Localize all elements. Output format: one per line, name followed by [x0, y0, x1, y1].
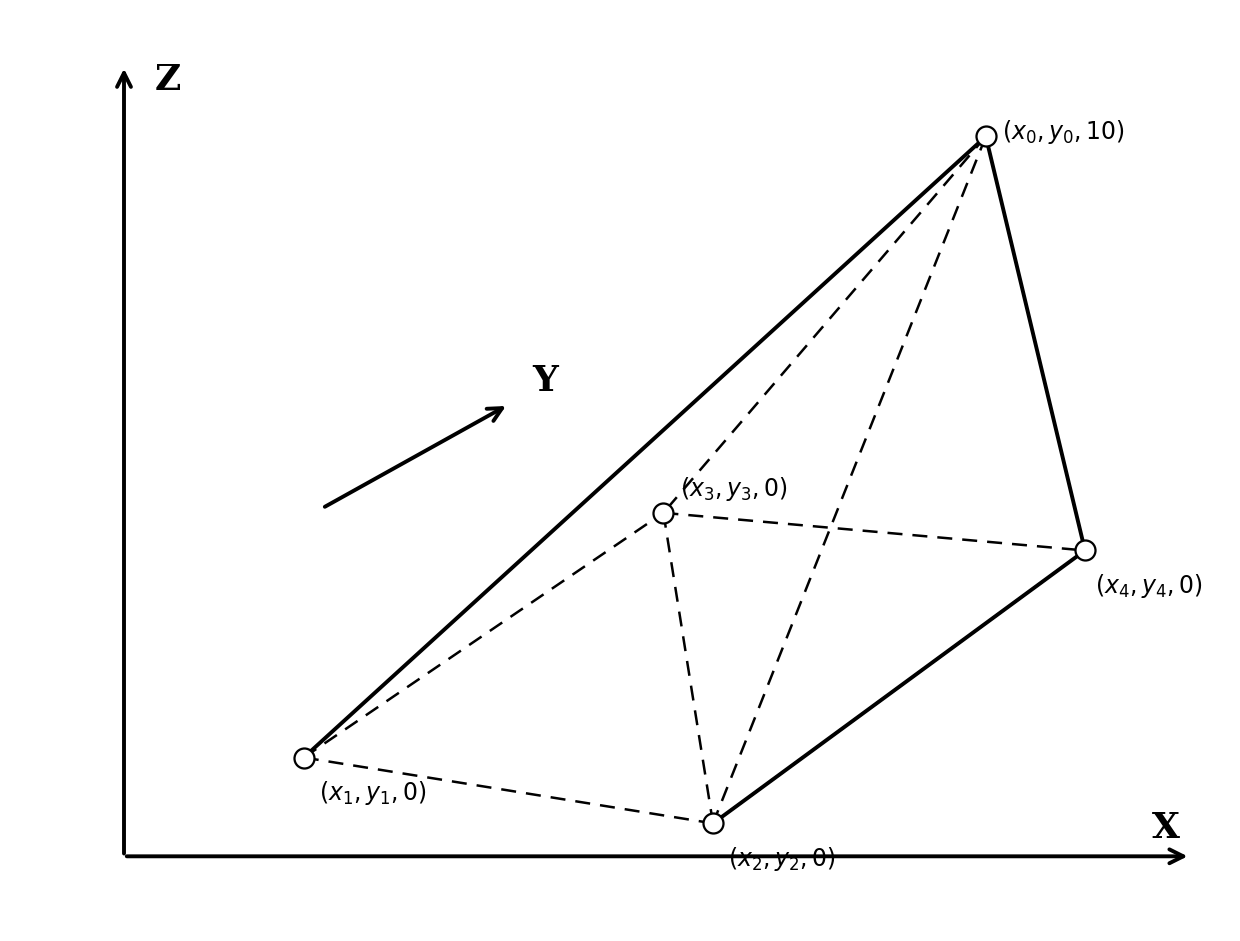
Text: $(x_1,y_1,0)$: $(x_1,y_1,0)$ [319, 779, 427, 807]
Text: Y: Y [533, 364, 558, 398]
Text: $(x_4,y_4,0)$: $(x_4,y_4,0)$ [1095, 572, 1203, 600]
Text: X: X [1152, 811, 1179, 845]
Text: Z: Z [154, 63, 181, 97]
Text: $(x_0,y_0,10)$: $(x_0,y_0,10)$ [1002, 118, 1125, 146]
Text: $(x_2,y_2,0)$: $(x_2,y_2,0)$ [728, 845, 836, 873]
Text: $(x_3,y_3,0)$: $(x_3,y_3,0)$ [680, 475, 787, 503]
